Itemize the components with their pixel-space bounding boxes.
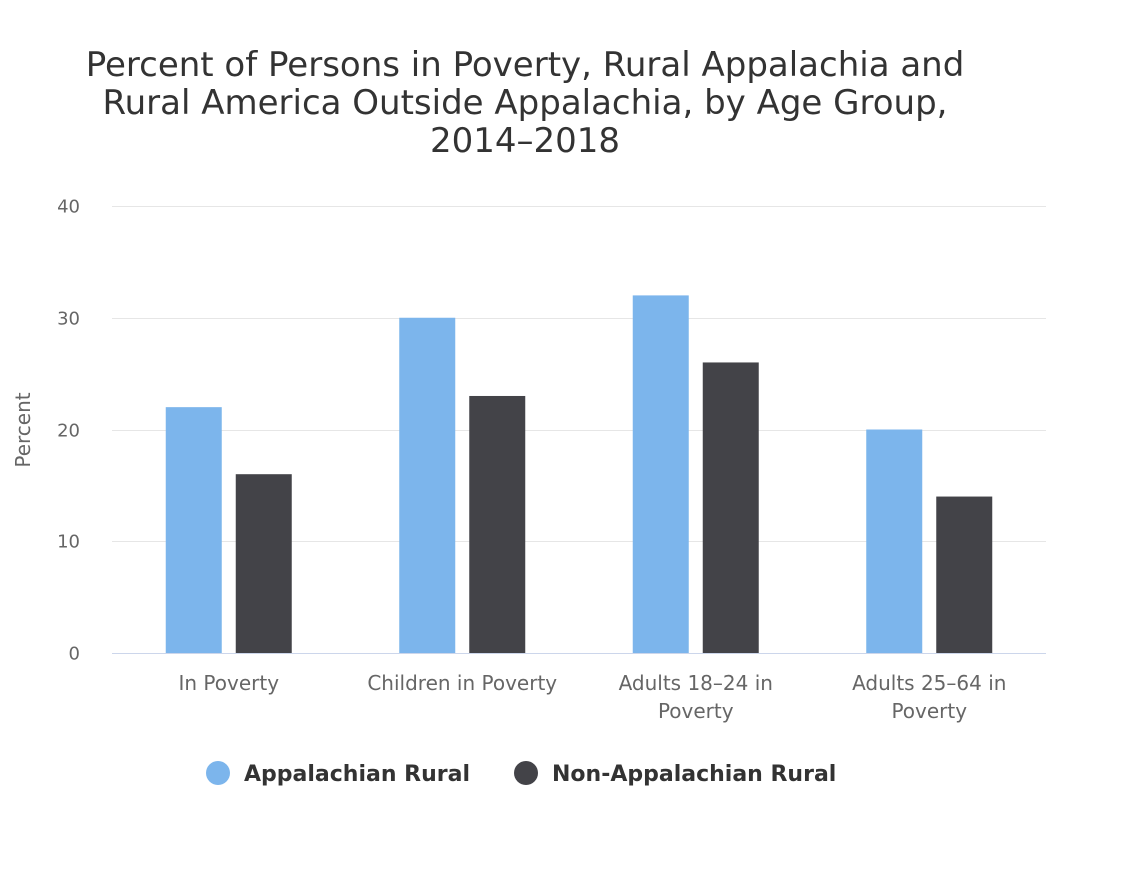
- chart-title-line: Percent of Persons in Poverty, Rural App…: [86, 45, 965, 85]
- y-tick-label: 30: [57, 309, 80, 330]
- legend-item-appalachian-rural[interactable]: Appalachian Rural: [206, 761, 470, 787]
- x-category-label: Poverty: [891, 699, 967, 723]
- legend-label: Non-Appalachian Rural: [552, 762, 836, 787]
- x-axis-categories: In Poverty Children in Poverty Adults 18–2…: [178, 671, 1006, 723]
- y-tick-label: 20: [57, 421, 80, 442]
- y-axis-title: Percent: [11, 392, 35, 467]
- legend: Appalachian Rural Non-Appalachian Rural: [206, 761, 836, 787]
- chart-title: Percent of Persons in Poverty, Rural App…: [86, 45, 965, 161]
- y-axis-ticks: 0 10 20 30 40: [57, 197, 80, 665]
- bar-appalachian-rural[interactable]: [399, 317, 456, 653]
- chart-title-line: 2014–2018: [430, 121, 620, 161]
- x-category-label: In Poverty: [178, 671, 279, 695]
- legend-marker-icon: [514, 761, 538, 785]
- x-category-label: Poverty: [658, 699, 734, 723]
- y-tick-label: 0: [69, 644, 80, 665]
- bar-appalachian-rural[interactable]: [866, 429, 923, 654]
- x-category-label: Adults 18–24 in: [619, 671, 773, 695]
- legend-item-non-appalachian-rural[interactable]: Non-Appalachian Rural: [514, 761, 836, 787]
- bar-appalachian-rural[interactable]: [632, 295, 689, 653]
- legend-marker-icon: [206, 761, 230, 785]
- chart-title-line: Rural America Outside Appalachia, by Age…: [103, 83, 948, 123]
- x-category-label: Adults 25–64 in: [852, 671, 1006, 695]
- bars: [165, 295, 993, 654]
- y-tick-label: 40: [57, 197, 80, 218]
- bar-non-appalachian-rural[interactable]: [702, 362, 759, 653]
- bar-appalachian-rural[interactable]: [165, 407, 222, 653]
- bar-non-appalachian-rural[interactable]: [235, 474, 292, 653]
- legend-label: Appalachian Rural: [244, 762, 470, 787]
- bar-non-appalachian-rural[interactable]: [936, 496, 993, 653]
- x-category-label: Children in Poverty: [367, 671, 557, 695]
- y-tick-label: 10: [57, 532, 80, 553]
- bar-non-appalachian-rural[interactable]: [469, 395, 526, 653]
